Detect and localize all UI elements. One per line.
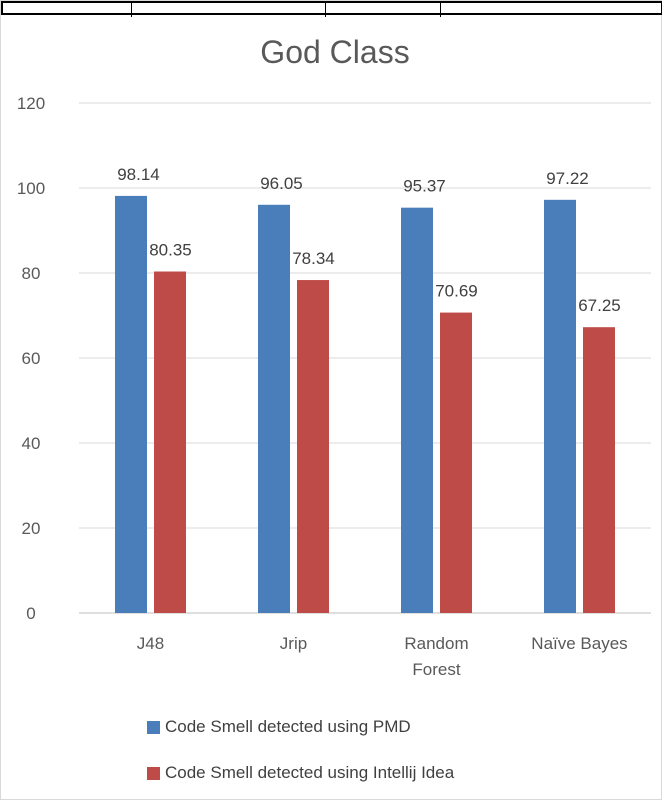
data-label: 70.69 <box>435 282 478 301</box>
y-tick-label: 120 <box>17 94 45 113</box>
x-tick-label: Jrip <box>280 634 307 653</box>
table-strip-divider <box>325 3 326 17</box>
data-label: 96.05 <box>260 174 303 193</box>
bar-intellij <box>154 271 186 613</box>
y-tick-label: 20 <box>22 519 41 538</box>
data-label: 97.22 <box>546 169 589 188</box>
x-tick-label: Random <box>404 634 468 653</box>
bar-pmd <box>115 195 147 613</box>
data-label: 78.34 <box>292 249 335 268</box>
y-tick-label: 80 <box>22 264 41 283</box>
data-label: 80.35 <box>149 241 192 260</box>
legend-item-intellij: Code Smell detected using Intellij Idea <box>147 763 454 783</box>
x-tick-label: Forest <box>412 660 460 679</box>
data-label: 67.25 <box>578 296 621 315</box>
bar-intellij <box>583 327 615 613</box>
chart-title: God Class <box>260 34 409 70</box>
bar-pmd <box>544 199 576 613</box>
legend-swatch-pmd <box>147 720 160 734</box>
bar-intellij <box>297 280 329 613</box>
y-tick-label: 40 <box>22 434 41 453</box>
data-label: 98.14 <box>117 165 160 184</box>
bar-pmd <box>258 204 290 613</box>
bar-pmd <box>401 207 433 614</box>
x-tick-label: Naïve Bayes <box>531 634 627 653</box>
bar-intellij <box>440 312 472 613</box>
table-strip-divider <box>440 3 441 17</box>
y-tick-label: 100 <box>17 179 45 198</box>
legend-label-intellij: Code Smell detected using Intellij Idea <box>165 763 455 782</box>
legend-label-pmd: Code Smell detected using PMD <box>165 717 411 736</box>
x-tick-label: J48 <box>137 634 164 653</box>
data-label: 95.37 <box>403 177 446 196</box>
y-tick-label: 60 <box>22 349 41 368</box>
y-tick-label: 0 <box>26 604 35 623</box>
legend-item-pmd: Code Smell detected using PMD <box>147 717 411 737</box>
table-strip-divider <box>131 3 132 17</box>
legend-swatch-intellij <box>147 766 160 780</box>
